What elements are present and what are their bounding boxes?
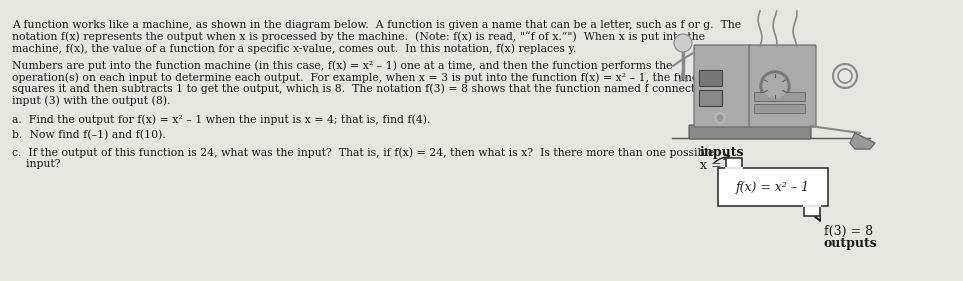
FancyBboxPatch shape — [689, 125, 811, 139]
Circle shape — [717, 115, 723, 121]
Text: outputs: outputs — [824, 237, 877, 250]
FancyBboxPatch shape — [694, 45, 751, 127]
FancyBboxPatch shape — [754, 105, 805, 114]
Text: input (3) with the output (8).: input (3) with the output (8). — [12, 95, 170, 106]
Text: a.  Find the output for f(x) = x² – 1 when the input is x = 4; that is, find f(4: a. Find the output for f(x) = x² – 1 whe… — [12, 114, 430, 125]
Text: operation(s) on each input to determine each output.  For example, when x = 3 is: operation(s) on each input to determine … — [12, 72, 719, 83]
Text: input?: input? — [12, 159, 61, 169]
Text: Numbers are put into the function machine (in this case, f(x) = x² – 1) one at a: Numbers are put into the function machin… — [12, 60, 672, 71]
Text: f(x) = x² – 1: f(x) = x² – 1 — [736, 180, 810, 194]
Text: f(3) = 8: f(3) = 8 — [824, 225, 873, 238]
Text: A function works like a machine, as shown in the diagram below.  A function is g: A function works like a machine, as show… — [12, 20, 742, 30]
Text: inputs: inputs — [700, 146, 744, 159]
Bar — [718, 168, 828, 206]
FancyBboxPatch shape — [699, 90, 722, 106]
Circle shape — [674, 34, 692, 52]
Circle shape — [760, 71, 790, 101]
FancyBboxPatch shape — [749, 45, 816, 127]
FancyBboxPatch shape — [699, 71, 722, 87]
Text: b.  Now find f(–1) and f(10).: b. Now find f(–1) and f(10). — [12, 130, 166, 140]
Text: notation f(x) represents the output when x is processed by the machine.  (Note: : notation f(x) represents the output when… — [12, 31, 705, 42]
Polygon shape — [850, 133, 875, 149]
Bar — [804, 206, 820, 216]
Circle shape — [715, 113, 725, 123]
Text: squares it and then subtracts 1 to get the output, which is 8.  The notation f(3: squares it and then subtracts 1 to get t… — [12, 83, 722, 94]
Text: machine, f(x), the value of a function for a specific x-value, comes out.  In th: machine, f(x), the value of a function f… — [12, 43, 577, 54]
Bar — [726, 158, 742, 168]
FancyBboxPatch shape — [754, 92, 805, 101]
Text: c.  If the output of this function is 24, what was the input?  That is, if f(x) : c. If the output of this function is 24,… — [12, 148, 715, 158]
Text: x = 3: x = 3 — [700, 159, 734, 172]
Circle shape — [763, 74, 787, 98]
